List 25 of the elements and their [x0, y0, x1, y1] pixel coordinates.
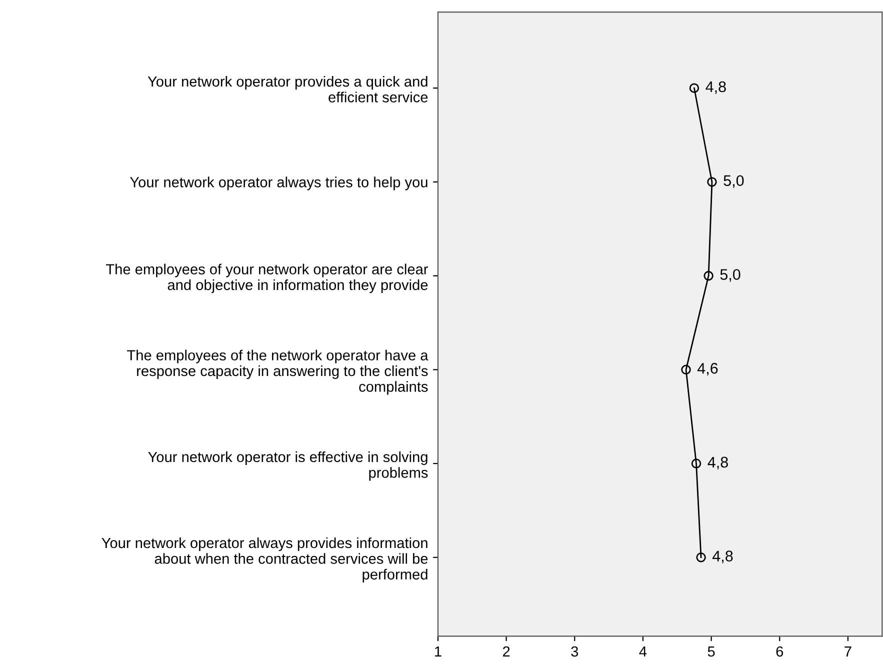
x-tick-label: 4	[639, 646, 647, 657]
data-label: 4,8	[706, 81, 726, 94]
point	[704, 270, 714, 281]
point	[689, 83, 700, 93]
y-tick-label: Your network operator always provides information about when the contracted services will be performed	[102, 537, 428, 582]
x-tick-label: 5	[708, 646, 715, 657]
x-tick-label: 7	[844, 646, 852, 657]
data-label: 4,8	[712, 550, 733, 564]
y-tick-label: Your network operator is effective in solving problems	[148, 451, 428, 481]
x-tick-label: 1	[435, 646, 442, 657]
x-tick-label: 6	[776, 646, 784, 657]
data-label: 5,0	[720, 269, 740, 282]
y-tick-label: Your network operator always tries to help you	[130, 176, 428, 190]
data-label: 4,6	[697, 362, 718, 376]
y-tick-label: The employees of the network operator have a response capacity in answering to the client's complaints	[127, 350, 428, 395]
x-tick-label: 3	[571, 646, 578, 657]
y-tick-label: The employees of your network operator are clear and objective in information they provide	[106, 264, 428, 294]
data-label: 5,0	[724, 175, 744, 188]
x-tick-label: 2	[502, 646, 510, 657]
point	[696, 552, 706, 562]
y-tick-label: Your network operator provides a quick and efficient service	[148, 76, 428, 102]
data-label: 4,8	[708, 456, 728, 470]
point	[691, 458, 702, 468]
point	[681, 364, 691, 375]
point	[707, 177, 717, 187]
